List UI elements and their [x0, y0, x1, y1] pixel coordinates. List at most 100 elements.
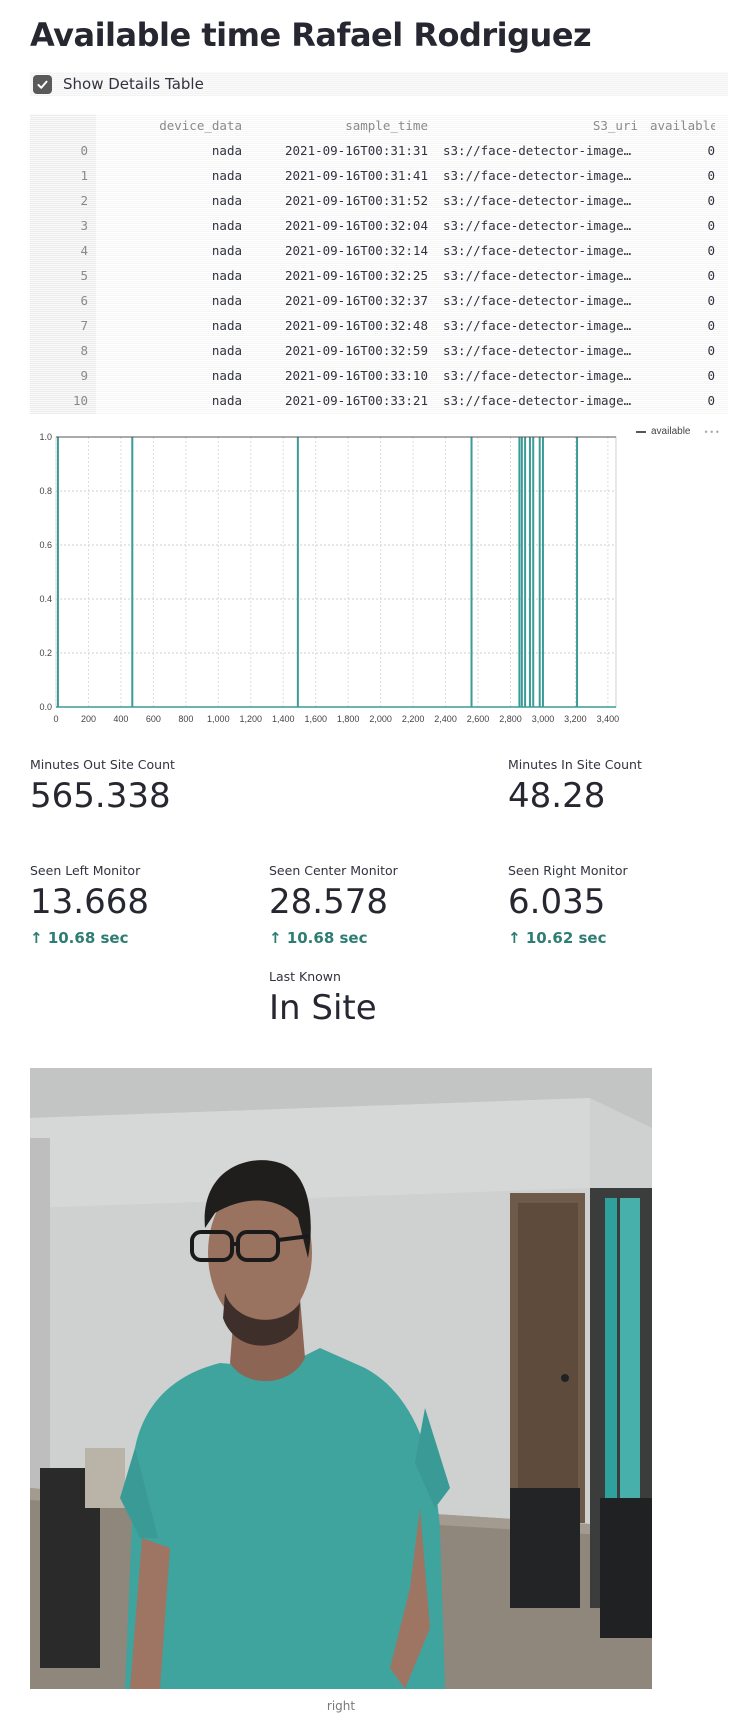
seen-right-metric: Seen Right Monitor 6.035 ↑ 10.62 sec [508, 863, 628, 947]
legend-label: available [651, 426, 691, 437]
x-tick-label: 3,200 [564, 714, 587, 724]
x-tick-label: 600 [146, 714, 161, 724]
arrow-up-icon: ↑ [269, 929, 282, 948]
cell-sample-time[interactable]: 2021-09-16T00:31:52 [285, 193, 428, 208]
row-index[interactable]: 3 [80, 218, 88, 233]
cell-device-data[interactable]: nada [211, 168, 242, 183]
checkbox-checked-icon[interactable] [33, 74, 52, 94]
camera-snapshot-image [30, 1068, 652, 1689]
cell-device-data[interactable]: nada [211, 343, 242, 358]
y-tick-label: 0.6 [39, 540, 52, 550]
metric-label: Last Known [269, 969, 341, 984]
cell-s3-uri[interactable]: s3://face-detector-image… [443, 193, 632, 208]
cell-available[interactable]: 0 [707, 218, 715, 233]
cell-s3-uri[interactable]: s3://face-detector-image… [443, 243, 632, 258]
cell-s3-uri[interactable]: s3://face-detector-image… [443, 218, 632, 233]
cell-s3-uri[interactable]: s3://face-detector-image… [443, 268, 632, 283]
x-tick-label: 400 [113, 714, 128, 724]
metric-value: In Site [269, 988, 377, 1028]
details-table[interactable]: device_data sample_time S3_uri available… [30, 114, 728, 414]
cell-s3-uri[interactable]: s3://face-detector-image… [443, 343, 632, 358]
row-index[interactable]: 8 [80, 343, 88, 358]
row-index[interactable]: 5 [80, 268, 88, 283]
cell-sample-time[interactable]: 2021-09-16T00:32:59 [285, 343, 428, 358]
seen-left-metric: Seen Left Monitor 13.668 ↑ 10.68 sec [30, 863, 149, 947]
delta-value: 10.62 sec [525, 929, 607, 948]
cell-available[interactable]: 0 [707, 293, 715, 308]
cell-s3-uri[interactable]: s3://face-detector-image… [443, 318, 632, 333]
y-tick-label: 1.0 [39, 432, 52, 442]
cell-sample-time[interactable]: 2021-09-16T00:32:04 [285, 218, 428, 233]
cell-s3-uri[interactable]: s3://face-detector-image… [443, 168, 632, 183]
cell-sample-time[interactable]: 2021-09-16T00:32:37 [285, 293, 428, 308]
seen-center-metric: Seen Center Monitor 28.578 ↑ 10.68 sec [269, 863, 398, 947]
cell-sample-time[interactable]: 2021-09-16T00:33:10 [285, 368, 428, 383]
table-row[interactable]: 10 nada 2021-09-16T00:33:21 s3://face-detec… [30, 388, 728, 413]
metric-label: Seen Right Monitor [508, 863, 628, 878]
cell-s3-uri[interactable]: s3://face-detector-image… [443, 393, 632, 408]
cell-sample-time[interactable]: 2021-09-16T00:33:21 [285, 393, 428, 408]
cell-device-data[interactable]: nada [211, 143, 242, 158]
cell-sample-time[interactable]: 2021-09-16T00:31:41 [285, 168, 428, 183]
cell-sample-time[interactable]: 2021-09-16T00:32:14 [285, 243, 428, 258]
cell-available[interactable]: 0 [707, 168, 715, 183]
row-index[interactable]: 10 [72, 393, 88, 408]
cell-device-data[interactable]: nada [211, 243, 242, 258]
plot-area [55, 436, 617, 708]
cell-sample-time[interactable]: 2021-09-16T00:31:31 [285, 143, 428, 158]
cell-sample-time[interactable]: 2021-09-16T00:32:48 [285, 318, 428, 333]
table-row[interactable]: 6 nada 2021-09-16T00:32:37 s3://face-detect… [30, 288, 728, 313]
y-tick-label: 0.8 [39, 486, 52, 496]
cell-device-data[interactable]: nada [211, 293, 242, 308]
table-row[interactable]: 1 nada 2021-09-16T00:31:41 s3://face-detect… [30, 163, 728, 188]
header-s3-uri[interactable]: S3_uri [592, 118, 638, 133]
table-row[interactable]: 0 nada 2021-09-16T00:31:31 s3://face-detect… [30, 138, 728, 163]
more-options-icon[interactable]: • • • [704, 426, 719, 437]
header-sample-time[interactable]: sample_time [345, 118, 428, 133]
row-index[interactable]: 6 [80, 293, 88, 308]
table-row[interactable]: 4 nada 2021-09-16T00:32:14 s3://face-detect… [30, 238, 728, 263]
cell-device-data[interactable]: nada [211, 393, 242, 408]
chart-legend[interactable]: available • • • [636, 426, 719, 437]
table-header: device_data sample_time S3_uri available [30, 114, 728, 138]
cell-s3-uri[interactable]: s3://face-detector-image… [443, 368, 632, 383]
table-row[interactable]: 8 nada 2021-09-16T00:32:59 s3://face-detect… [30, 338, 728, 363]
row-index[interactable]: 0 [80, 143, 88, 158]
table-row[interactable]: 9 nada 2021-09-16T00:33:10 s3://face-detect… [30, 363, 728, 388]
row-index[interactable]: 7 [80, 318, 88, 333]
cell-available[interactable]: 0 [707, 318, 715, 333]
header-available[interactable]: available [650, 118, 715, 133]
cell-s3-uri[interactable]: s3://face-detector-image… [443, 293, 632, 308]
x-tick-label: 3,000 [532, 714, 555, 724]
cell-sample-time[interactable]: 2021-09-16T00:32:25 [285, 268, 428, 283]
show-details-checkbox[interactable]: Show Details Table [30, 72, 728, 96]
cell-available[interactable]: 0 [707, 368, 715, 383]
cell-available[interactable]: 0 [707, 268, 715, 283]
table-row[interactable]: 3 nada 2021-09-16T00:32:04 s3://face-detect… [30, 213, 728, 238]
cell-available[interactable]: 0 [707, 193, 715, 208]
cell-s3-uri[interactable]: s3://face-detector-image… [443, 143, 632, 158]
cell-device-data[interactable]: nada [211, 268, 242, 283]
y-tick-label: 0.2 [39, 648, 52, 658]
cell-available[interactable]: 0 [707, 143, 715, 158]
cell-device-data[interactable]: nada [211, 318, 242, 333]
table-row[interactable]: 2 nada 2021-09-16T00:31:52 s3://face-detect… [30, 188, 728, 213]
row-index[interactable]: 1 [80, 168, 88, 183]
table-row[interactable]: 7 nada 2021-09-16T00:32:48 s3://face-detect… [30, 313, 728, 338]
cell-device-data[interactable]: nada [211, 218, 242, 233]
metric-value: 48.28 [508, 776, 606, 816]
cell-available[interactable]: 0 [707, 243, 715, 258]
metric-delta: ↑ 10.68 sec [269, 929, 398, 947]
cell-device-data[interactable]: nada [211, 193, 242, 208]
row-index[interactable]: 4 [80, 243, 88, 258]
row-index[interactable]: 9 [80, 368, 88, 383]
minutes-out-metric: Minutes Out Site Count 565.338 [30, 757, 175, 815]
row-index[interactable]: 2 [80, 193, 88, 208]
table-row[interactable]: 5 nada 2021-09-16T00:32:25 s3://face-detect… [30, 263, 728, 288]
cell-available[interactable]: 0 [707, 343, 715, 358]
x-tick-label: 1,800 [337, 714, 360, 724]
cell-device-data[interactable]: nada [211, 368, 242, 383]
header-device-data[interactable]: device_data [159, 118, 242, 133]
cell-available[interactable]: 0 [707, 393, 715, 408]
arrow-up-icon: ↑ [30, 929, 43, 948]
